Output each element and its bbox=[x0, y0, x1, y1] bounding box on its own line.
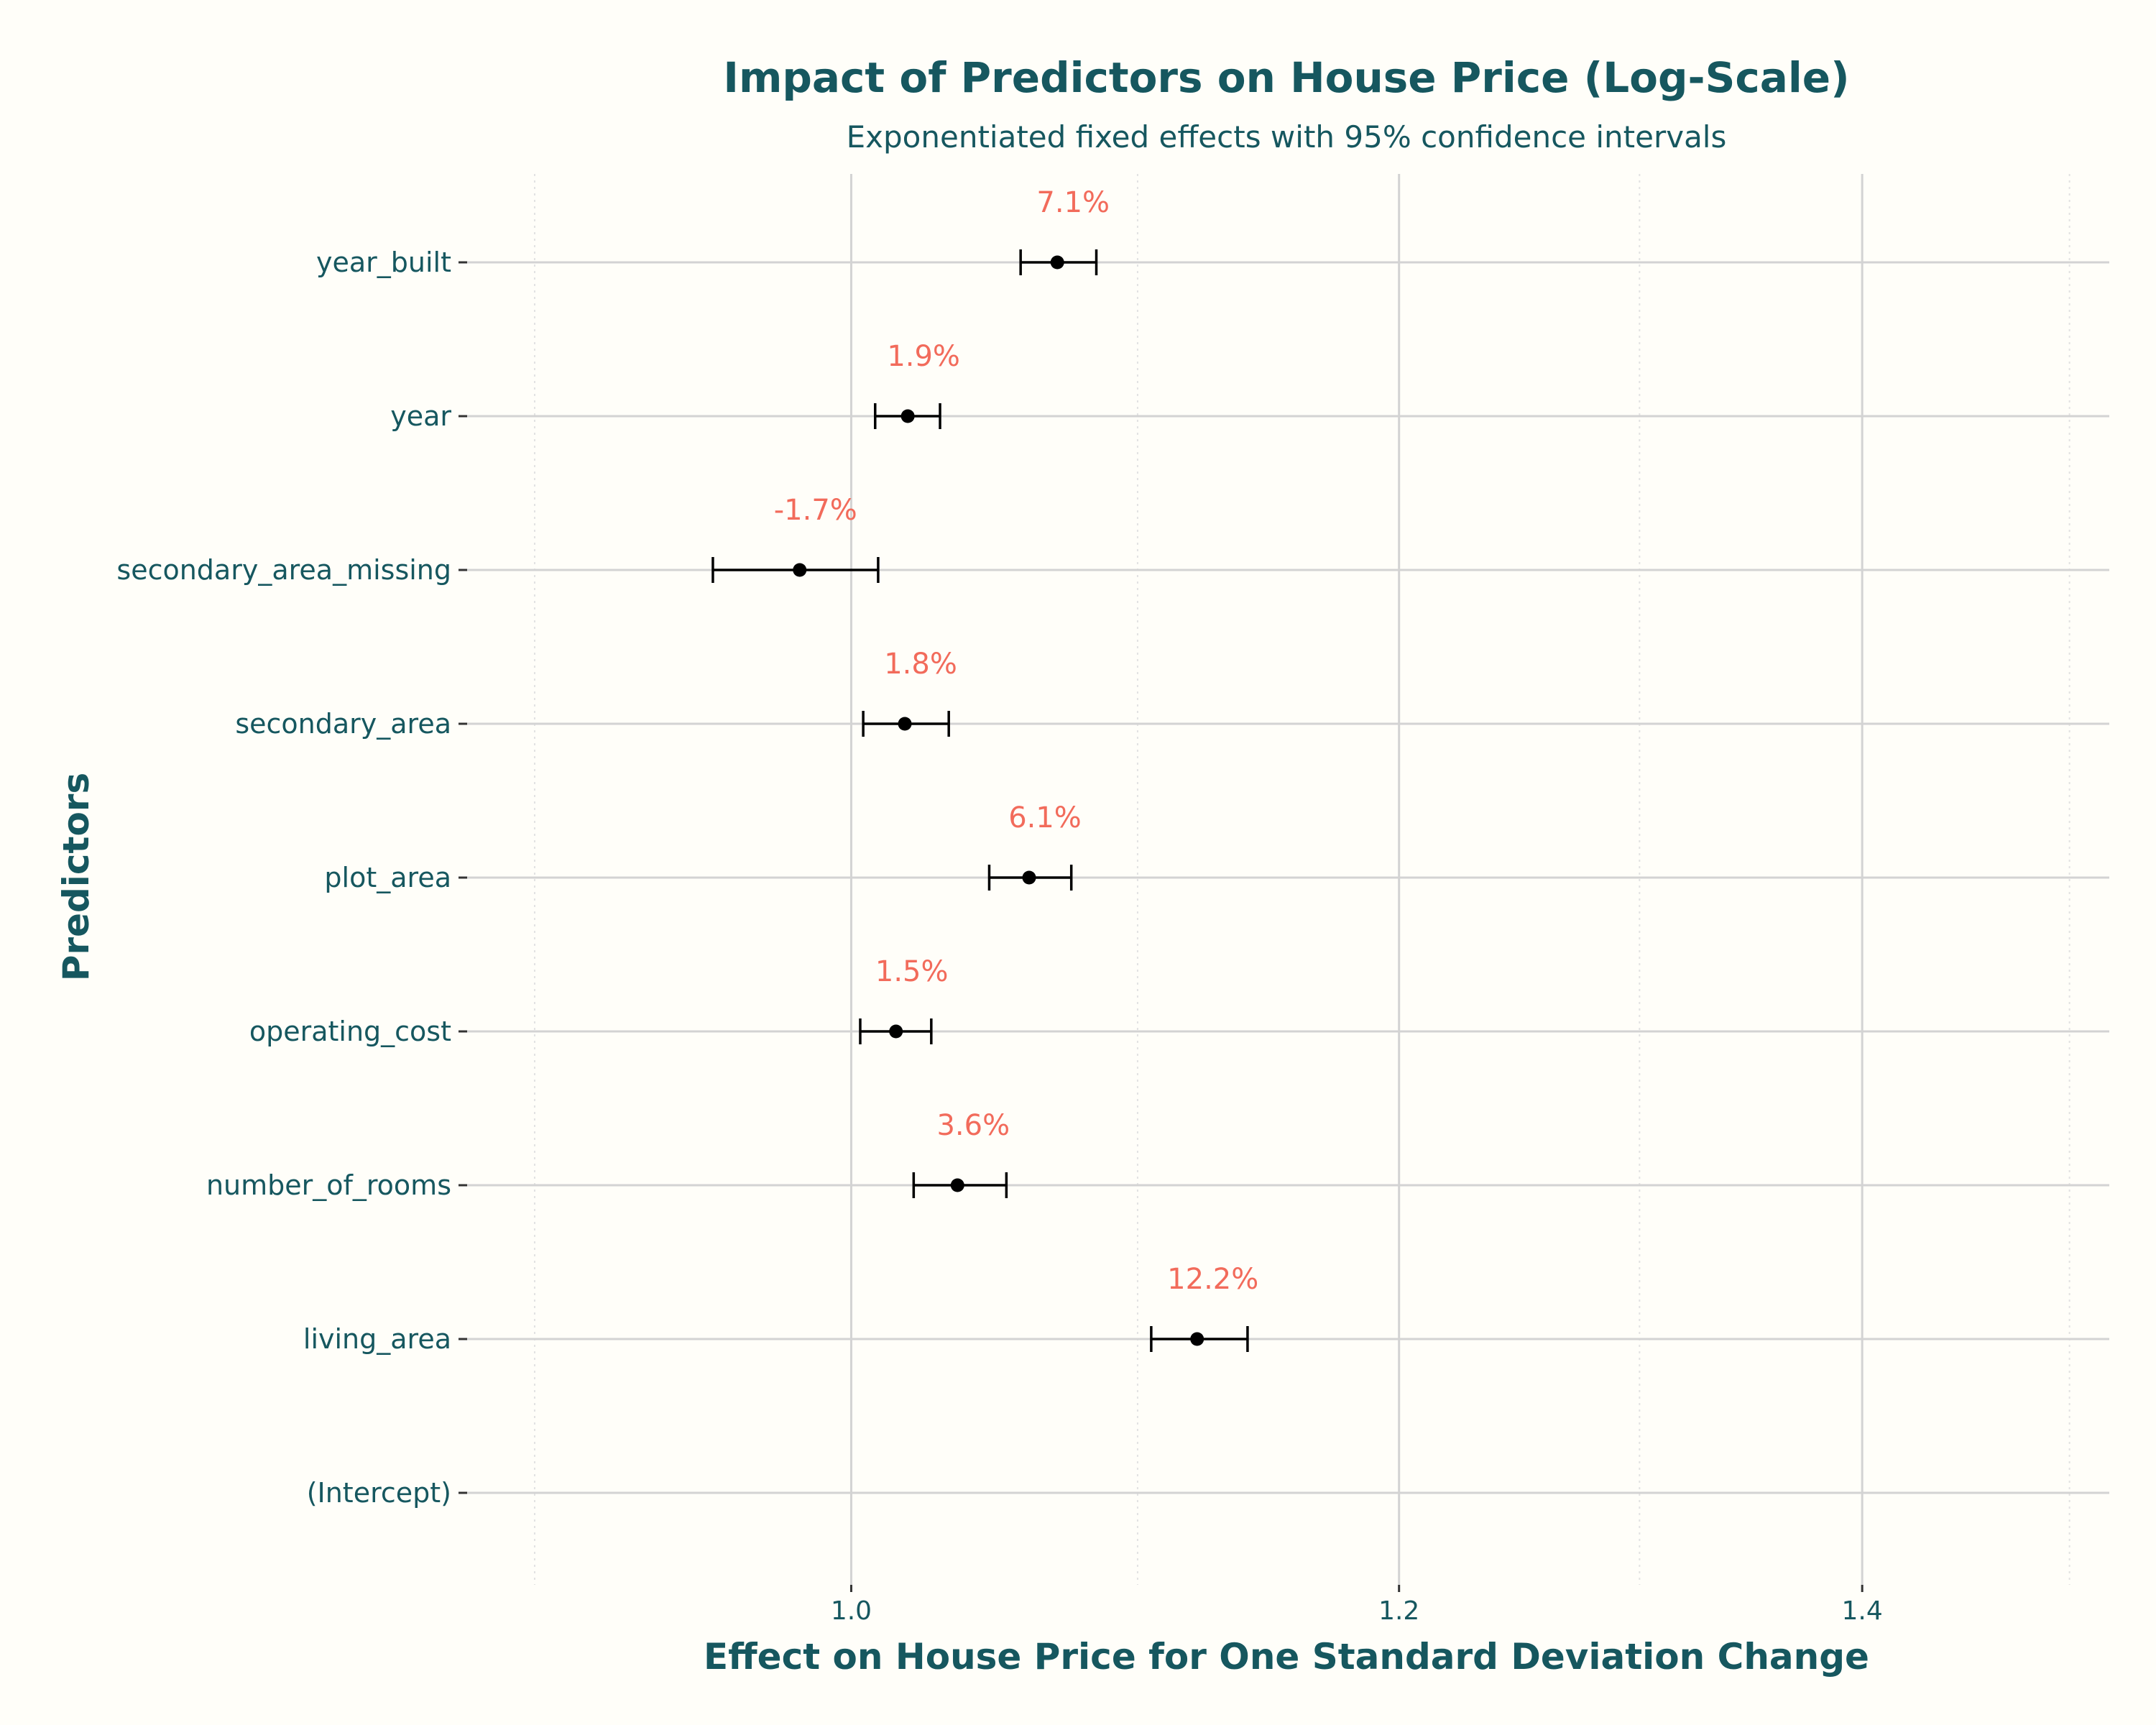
effect-label: 1.5% bbox=[875, 955, 949, 988]
y-tick-label: secondary_area_missing bbox=[116, 554, 451, 586]
chart-title: Impact of Predictors on House Price (Log… bbox=[723, 53, 1849, 102]
effect-label: -1.7% bbox=[774, 494, 857, 527]
x-tick-label: 1.0 bbox=[831, 1596, 872, 1626]
y-axis-title: Predictors bbox=[55, 773, 97, 981]
y-tick-label: living_area bbox=[303, 1323, 451, 1355]
effect-label: 12.2% bbox=[1167, 1263, 1258, 1296]
estimate-point bbox=[889, 1024, 903, 1039]
grid-layer bbox=[467, 174, 2109, 1585]
estimate-point bbox=[898, 717, 912, 731]
estimate-point bbox=[900, 409, 915, 423]
y-tick-label: secondary_area bbox=[235, 708, 451, 740]
y-axis: (Intercept) living_area number_of_rooms ope… bbox=[116, 247, 467, 1509]
chart-subtitle: Exponentiated fixed effects with 95% con… bbox=[847, 119, 1727, 155]
x-tick-label: 1.2 bbox=[1378, 1596, 1419, 1626]
y-tick-label: operating_cost bbox=[249, 1016, 451, 1047]
effect-label: 1.9% bbox=[887, 340, 960, 373]
estimate-point bbox=[950, 1178, 964, 1192]
y-tick-label: (Intercept) bbox=[307, 1477, 451, 1509]
y-tick-label: number_of_rooms bbox=[206, 1169, 451, 1201]
estimate-point bbox=[793, 563, 807, 577]
estimate-point bbox=[1190, 1332, 1204, 1346]
y-tick-label: year bbox=[390, 400, 451, 432]
x-tick-label: 1.4 bbox=[1842, 1596, 1883, 1626]
effect-label: 3.6% bbox=[936, 1109, 1010, 1142]
x-axis-title: Effect on House Price for One Standard D… bbox=[704, 1636, 1869, 1678]
effect-label: 1.8% bbox=[884, 648, 957, 681]
estimate-point bbox=[1050, 255, 1064, 270]
effect-label: 6.1% bbox=[1008, 801, 1082, 834]
x-axis: 1.0 1.2 1.4 bbox=[831, 1585, 1883, 1626]
y-tick-label: year_built bbox=[316, 247, 451, 278]
plot-marks: 12.2% 3.6% 1.5% 6.1% 1.8% -1.7% 1.9% 7.1% bbox=[711, 186, 1258, 1352]
estimate-point bbox=[1022, 870, 1036, 885]
effect-label: 7.1% bbox=[1036, 186, 1110, 219]
y-tick-label: plot_area bbox=[324, 862, 451, 893]
